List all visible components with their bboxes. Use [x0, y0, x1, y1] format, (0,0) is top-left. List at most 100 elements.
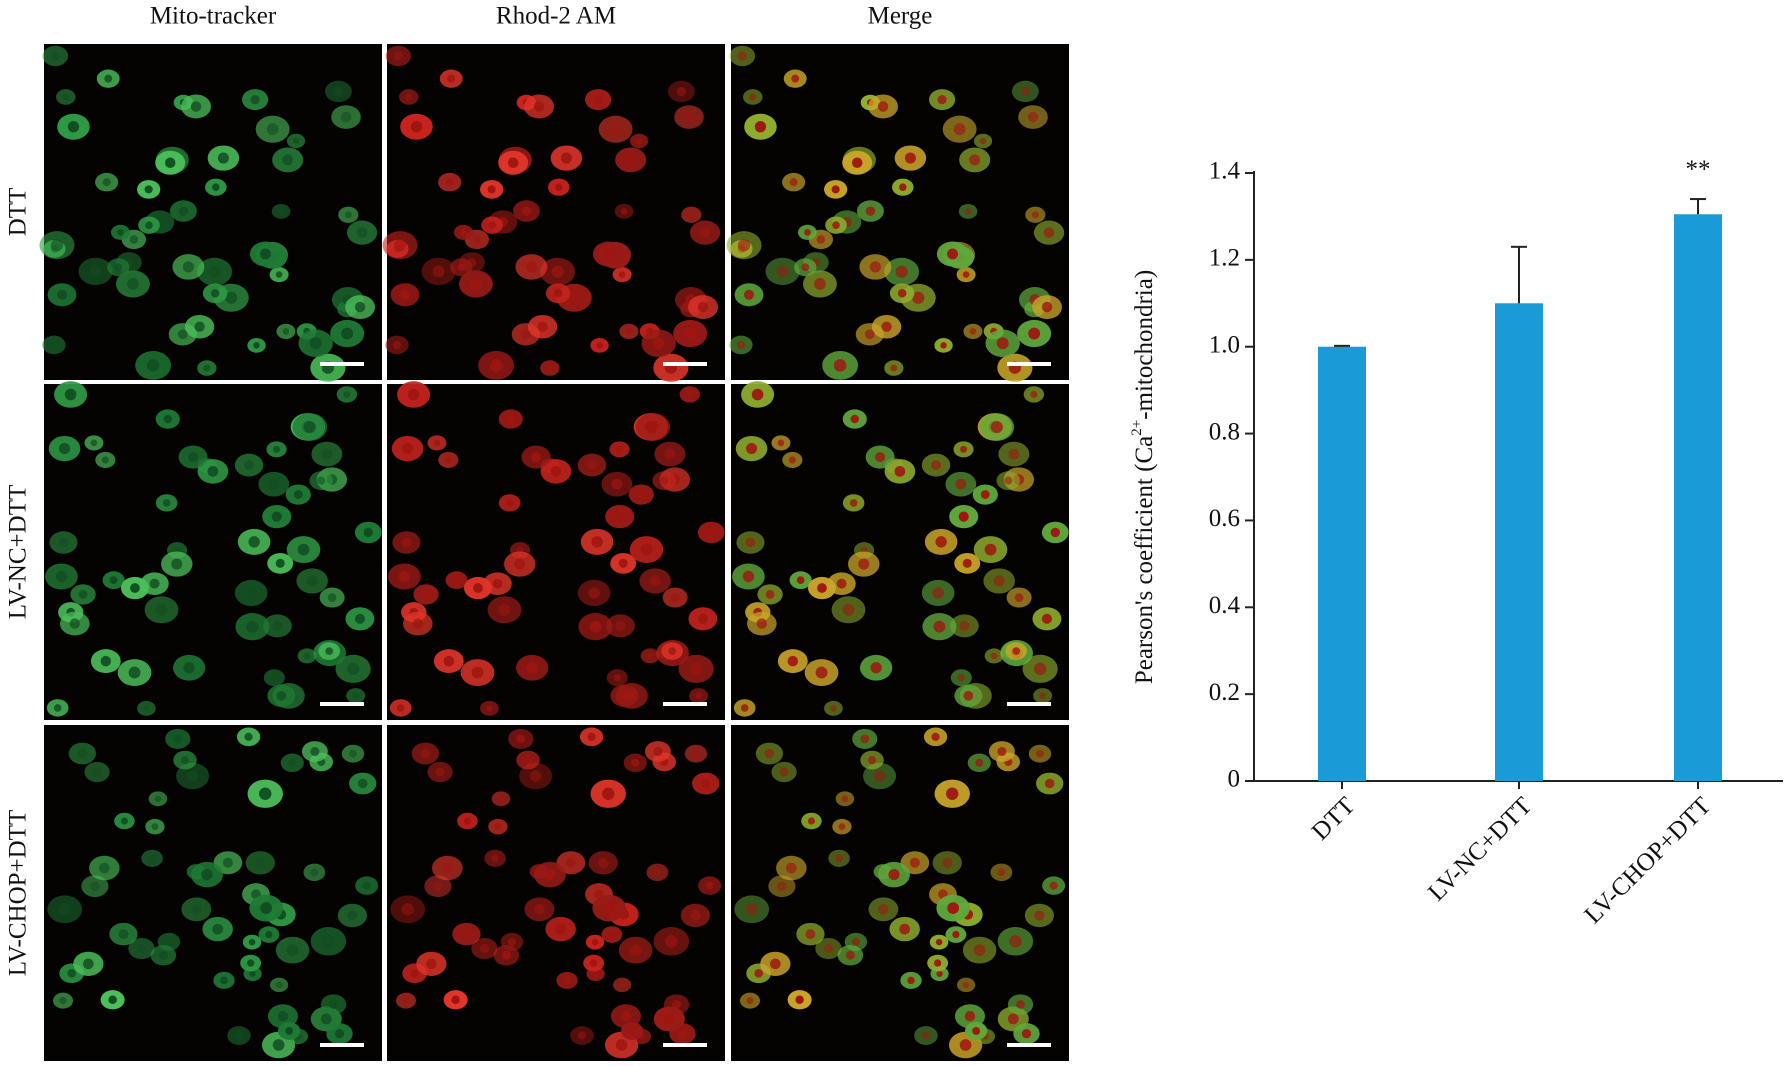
nucleus	[451, 995, 460, 1004]
nucleus	[740, 704, 749, 712]
nucleus	[268, 478, 280, 490]
nucleus	[801, 263, 810, 272]
nucleus	[990, 421, 1003, 434]
y-tick-label: 0.8	[1209, 418, 1240, 445]
nucleus	[117, 229, 124, 236]
nucleus	[56, 289, 68, 300]
nucleus	[129, 235, 139, 244]
bar	[1318, 346, 1366, 781]
scale-bar	[320, 362, 364, 366]
nucleus	[851, 157, 863, 168]
nucleus	[146, 359, 160, 372]
nucleus	[631, 758, 640, 767]
nucleus	[303, 421, 316, 434]
x-tick-label: LV-CHOP+DTT	[1580, 792, 1717, 929]
nucleus	[963, 690, 974, 701]
nucleus	[248, 536, 260, 548]
nucleus	[817, 583, 827, 593]
nucleus	[980, 490, 990, 499]
nucleus	[591, 536, 603, 548]
error-bar	[1334, 344, 1350, 347]
nucleus	[525, 261, 537, 273]
nucleus	[984, 543, 997, 556]
nucleus	[695, 692, 702, 700]
nucleus	[881, 321, 892, 332]
nucleus	[646, 652, 654, 660]
nucleus	[895, 265, 908, 278]
nucleus	[751, 388, 764, 401]
nucleus	[407, 388, 420, 401]
nucleus	[212, 183, 220, 191]
nucleus	[833, 359, 847, 372]
nucleus	[108, 995, 117, 1004]
nucleus	[104, 74, 113, 83]
nucleus	[356, 227, 368, 238]
nucleus	[83, 958, 94, 970]
scale-bar	[1007, 1043, 1051, 1047]
nucleus	[1041, 301, 1053, 313]
nucleus	[514, 558, 526, 570]
nucleus	[443, 655, 455, 667]
nucleus	[706, 527, 716, 538]
nucleus	[433, 439, 441, 447]
nucleus	[603, 902, 615, 914]
nucleus	[246, 620, 259, 633]
nucleus	[933, 620, 946, 633]
nucleus	[90, 439, 98, 447]
nucleus	[357, 778, 368, 789]
nucleus	[838, 823, 846, 831]
nucleus	[158, 950, 168, 960]
nucleus	[1041, 613, 1052, 624]
nucleus	[149, 578, 160, 589]
nucleus	[851, 937, 860, 946]
nucleus	[505, 499, 514, 507]
nucleus	[589, 959, 598, 967]
nucleus	[393, 239, 407, 252]
nucleus	[592, 970, 599, 977]
nucleus	[457, 263, 466, 272]
cells	[726, 45, 1065, 382]
nucleus	[997, 746, 1007, 757]
nucleus	[805, 929, 816, 940]
nucleus	[285, 1027, 294, 1035]
nucleus	[402, 443, 414, 455]
nucleus	[249, 970, 256, 977]
nucleus	[402, 997, 410, 1005]
nucleus	[935, 938, 943, 946]
nucleus	[670, 593, 680, 602]
nucleus	[293, 490, 303, 499]
nucleus	[653, 746, 663, 757]
nucleus	[959, 620, 970, 631]
nucleus	[154, 795, 162, 803]
nucleus	[445, 178, 454, 187]
cells	[45, 381, 382, 717]
nucleus	[933, 959, 942, 967]
nucleus	[183, 662, 195, 674]
nucleus	[447, 74, 456, 83]
nucleus	[1004, 476, 1013, 485]
nucleus	[201, 869, 213, 881]
nucleus	[912, 291, 925, 304]
nucleus	[591, 938, 599, 946]
nucleus	[942, 857, 953, 868]
nucleus	[498, 603, 511, 616]
nucleus	[398, 570, 411, 583]
nucleus	[777, 439, 785, 447]
nucleus	[964, 208, 972, 215]
nucleus	[521, 206, 532, 216]
nucleus	[1009, 935, 1022, 948]
nucleus	[899, 923, 911, 935]
nucleus	[823, 943, 834, 954]
nucleus	[363, 527, 373, 538]
nucleus	[743, 289, 755, 300]
nucleus	[109, 576, 118, 585]
nucleus	[975, 758, 984, 767]
nucleus	[344, 211, 352, 219]
scale-bar	[663, 702, 707, 706]
nucleus	[186, 770, 199, 782]
nucleus	[401, 903, 414, 916]
y-tick-label: 0.6	[1209, 505, 1240, 532]
nucleus	[171, 558, 183, 570]
bar	[1674, 214, 1722, 781]
nucleus	[225, 291, 238, 304]
